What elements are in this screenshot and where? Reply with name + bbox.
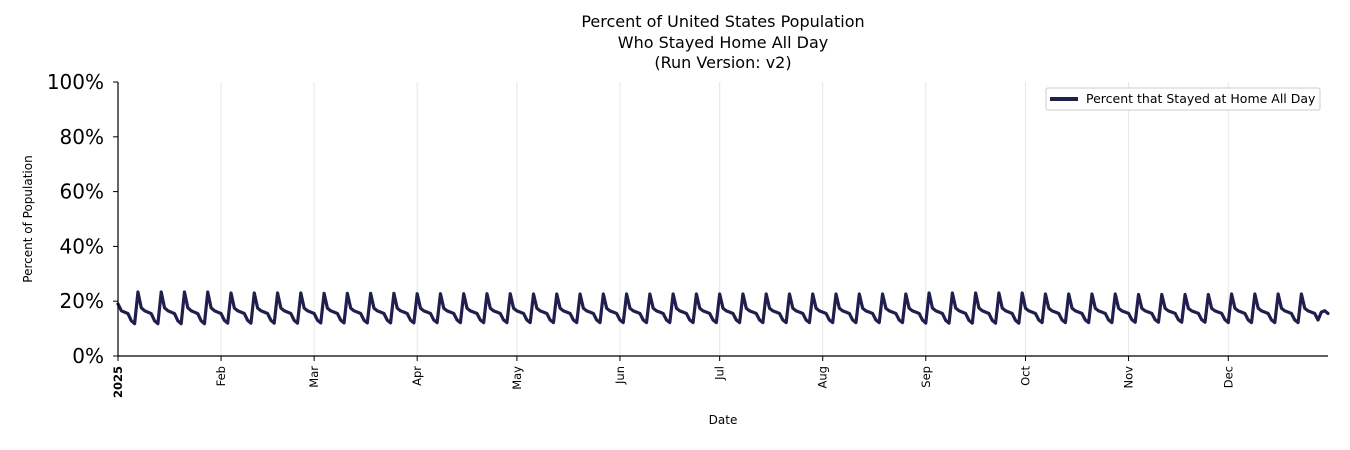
- x-tick-label: Oct: [1019, 366, 1033, 386]
- x-tick-label: Jul: [713, 366, 727, 381]
- y-tick-label: 80%: [60, 125, 104, 149]
- y-ticks: 0% 20% 40% 60% 80% 100%: [47, 70, 118, 368]
- y-tick-label: 20%: [60, 289, 104, 313]
- y-tick-label: 40%: [60, 234, 104, 258]
- x-tick-label: Jun: [613, 366, 627, 385]
- y-tick-label: 0%: [72, 344, 104, 368]
- x-tick-label: May: [510, 366, 524, 390]
- y-axis-label: Percent of Population: [21, 155, 35, 282]
- y-tick-label: 100%: [47, 70, 104, 94]
- series-line: [116, 290, 1330, 326]
- series-layer: [116, 290, 1330, 326]
- x-tick-label: Mar: [307, 366, 321, 388]
- x-tick-label: Apr: [410, 366, 424, 386]
- x-tick-label: Feb: [214, 366, 228, 386]
- x-tick-label: Sep: [919, 366, 933, 388]
- grid-lines: [220, 82, 1229, 356]
- legend-entry-label: Percent that Stayed at Home All Day: [1086, 91, 1316, 106]
- chart-title-line-3: (Run Version: v2): [654, 53, 791, 72]
- x-ticks: 2025 Feb Mar Apr May Jun Jul Aug Sep Oct Nov Dec: [111, 356, 1235, 398]
- chart-title-line-1: Percent of United States Population: [581, 12, 864, 31]
- legend-box: [1045, 87, 1321, 111]
- x-tick-label: Dec: [1221, 366, 1235, 388]
- chart-title-line-2: Who Stayed Home All Day: [618, 33, 828, 52]
- legend: Percent that Stayed at Home All Day: [1045, 87, 1321, 111]
- y-tick-label: 60%: [60, 180, 104, 204]
- x-tick-label: Aug: [816, 366, 830, 388]
- x-tick-label: 2025: [111, 366, 125, 398]
- x-tick-label: Nov: [1122, 366, 1136, 389]
- x-axis-label: Date: [709, 413, 738, 427]
